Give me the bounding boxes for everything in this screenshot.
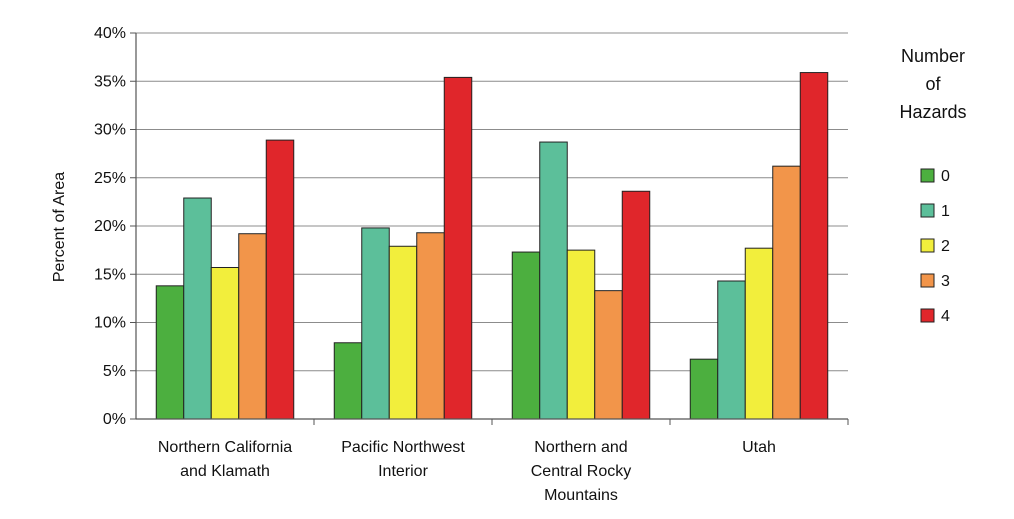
- y-tick-label: 20%: [94, 218, 126, 235]
- y-tick-label: 40%: [94, 25, 126, 42]
- legend-label-0: 0: [941, 168, 950, 185]
- legend: Number of Hazards 0 1 2 3 4: [899, 46, 966, 325]
- bar-series-4: [799, 72, 829, 420]
- legend-label-3: 3: [941, 273, 950, 290]
- legend-swatch-2: [920, 238, 935, 253]
- y-tick-label: 25%: [94, 170, 126, 187]
- y-tick-label: 5%: [103, 363, 126, 380]
- axes: [135, 33, 849, 425]
- bar-series-3: [772, 165, 801, 420]
- legend-swatch-3: [920, 273, 935, 288]
- bar-series-1: [183, 197, 212, 420]
- bar-series-2: [388, 245, 418, 420]
- bar-series-1: [717, 280, 746, 420]
- y-tick-label: 15%: [94, 266, 126, 283]
- y-tick-label: 30%: [94, 122, 126, 139]
- legend-swatch-4: [920, 308, 935, 323]
- legend-label-2: 2: [941, 238, 950, 255]
- category-label: Pacific Northwest Interior: [341, 439, 465, 480]
- bar-series-4: [443, 76, 473, 420]
- legend-label-1: 1: [941, 203, 950, 220]
- category-labels: Northern California and Klamath Pacific No…: [158, 439, 776, 504]
- y-tick-label: 35%: [94, 73, 126, 90]
- bar-series-2: [566, 249, 596, 420]
- legend-swatch-0: [920, 168, 935, 183]
- bar-series-4: [265, 139, 295, 420]
- bar-series-1: [539, 141, 568, 420]
- y-tick-label: 10%: [94, 315, 126, 332]
- y-tick-labels: 0% 5% 10% 15% 20% 25% 30% 35% 40%: [94, 25, 126, 428]
- legend-label-4: 4: [941, 308, 950, 325]
- bar-series-0: [511, 251, 541, 420]
- legend-swatch-1: [920, 203, 935, 218]
- bar-series-2: [744, 247, 774, 420]
- category-label: Northern and Central Rocky Mountains: [531, 439, 631, 504]
- bar-series-3: [594, 290, 623, 420]
- bar-series-3: [416, 232, 445, 420]
- bar-series-0: [333, 342, 363, 420]
- bar-series-4: [621, 190, 651, 420]
- bar-series-1: [361, 227, 390, 420]
- bar-series-3: [238, 233, 267, 420]
- y-tick-label: 0%: [103, 411, 126, 428]
- category-label: Utah: [742, 439, 776, 456]
- legend-title: Number of Hazards: [899, 46, 966, 122]
- bar-series-0: [689, 358, 719, 420]
- bar-series-0: [155, 285, 185, 420]
- bar-series-2: [210, 266, 240, 420]
- y-axis-label: Percent of Area: [51, 172, 68, 282]
- bars: [155, 72, 829, 420]
- category-label: Northern California and Klamath: [158, 439, 292, 480]
